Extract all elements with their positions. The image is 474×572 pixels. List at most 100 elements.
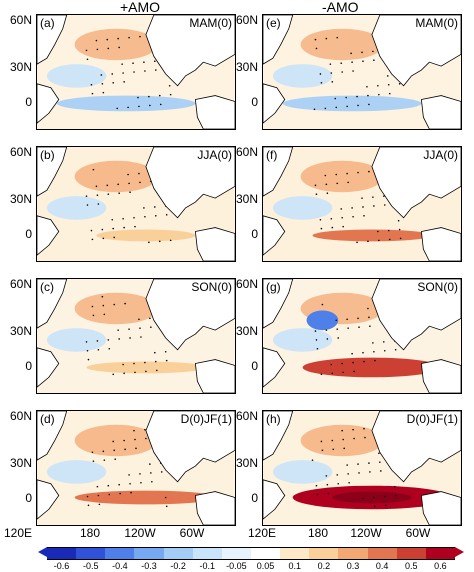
x-axis-label: 180 <box>307 526 329 540</box>
north-america-land <box>145 15 235 87</box>
y-axis-label: 0 <box>251 359 258 373</box>
x-axis-label: 180 <box>79 526 101 540</box>
y-axis-label: 60N <box>9 277 32 291</box>
north-america-land <box>145 147 235 219</box>
left-column-title: +AMO <box>120 0 161 15</box>
asia-land <box>37 279 68 329</box>
colorbar-tick-label: -0.1 <box>199 561 216 571</box>
colorbar-tick-label: -0.6 <box>53 561 70 571</box>
y-axis-label: 30N <box>235 456 258 470</box>
panel-label: (a) <box>40 16 55 30</box>
colorbar-tick-label: 0.3 <box>346 561 360 571</box>
panel-label: (h) <box>266 412 281 426</box>
south-america-land <box>194 95 235 129</box>
maritime-islands <box>263 479 286 520</box>
colorbar-swatch <box>338 547 368 560</box>
maritime-islands <box>37 479 60 520</box>
y-axis-label: 0 <box>25 359 32 373</box>
north-america-land <box>371 279 461 351</box>
colorbar-tick-label: -0.2 <box>170 561 186 571</box>
asia-land <box>37 411 68 461</box>
y-axis-label: 0 <box>251 227 258 241</box>
y-axis-label: 30N <box>9 192 32 206</box>
colorbar-tick-label: 0.2 <box>317 561 331 571</box>
colorbar-tick-label: -0.4 <box>112 561 128 571</box>
south-america-land <box>420 491 461 525</box>
x-axis-label: 120W <box>124 526 156 540</box>
y-axis-label: 30N <box>9 456 32 470</box>
y-axis-label: 0 <box>25 491 32 505</box>
panel-season: JJA(0) <box>197 148 232 162</box>
x-axis-label: 120E <box>247 526 277 540</box>
y-axis-label: 30N <box>235 60 258 74</box>
map-panel: (b) JJA(0) <box>36 146 236 262</box>
panel-label: (g) <box>266 280 281 294</box>
maritime-islands <box>263 215 286 256</box>
y-axis-label: 30N <box>9 60 32 74</box>
map-field <box>37 15 235 129</box>
y-axis-label: 30N <box>9 324 32 338</box>
colorbar-swatch <box>76 547 106 560</box>
asia-land <box>263 15 294 65</box>
north-america-land <box>371 147 461 219</box>
colorbar-tick-label: 0.1 <box>288 561 301 571</box>
panel-season: SON(0) <box>191 280 232 294</box>
panel-label: (b) <box>40 148 55 162</box>
x-axis-label: 120E <box>3 526 33 540</box>
panel-season: D(0)JF(1) <box>180 412 232 426</box>
map-field <box>263 147 461 261</box>
y-axis-label: 60N <box>235 277 258 291</box>
colorbar-swatch <box>309 547 339 560</box>
y-axis-label: 60N <box>235 13 258 27</box>
north-america-land <box>145 411 235 483</box>
map-panel: (a) MAM(0) <box>36 14 236 130</box>
map-field <box>263 15 461 129</box>
north-america-land <box>371 15 461 87</box>
asia-land <box>263 279 294 329</box>
panel-label: (e) <box>266 16 281 30</box>
y-axis-label: 30N <box>235 192 258 206</box>
colorbar-min-arrow <box>38 547 47 557</box>
colorbar-tick-label: -0.3 <box>141 561 157 571</box>
y-axis-label: 60N <box>9 13 32 27</box>
colorbar-tick-label: 0.05 <box>256 561 275 571</box>
panel-season: SON(0) <box>417 280 458 294</box>
colorbar-tick-label: 0.6 <box>434 561 447 571</box>
colorbar-tick-label: 0.4 <box>375 561 389 571</box>
colorbar-swatch <box>280 547 310 560</box>
colorbar-tick-label: -0.5 <box>82 561 99 571</box>
map-panel: (h) D(0)JF(1) <box>262 410 462 526</box>
panel-label: (c) <box>40 280 54 294</box>
map-panel: (e) MAM(0) <box>262 14 462 130</box>
map-field <box>263 279 461 393</box>
map-panel: (d) D(0)JF(1) <box>36 410 236 526</box>
x-axis-label: 60W <box>405 526 431 540</box>
south-america-land <box>194 491 235 525</box>
colorbar-tick-label: -0.05 <box>226 561 247 571</box>
x-axis-label: 120W <box>350 526 382 540</box>
y-axis-label: 30N <box>235 324 258 338</box>
panel-season: D(0)JF(1) <box>406 412 458 426</box>
colorbar <box>38 547 464 560</box>
y-axis-label: 60N <box>235 409 258 423</box>
maritime-islands <box>37 215 60 256</box>
map-field <box>263 411 461 525</box>
colorbar-swatch <box>134 547 164 560</box>
map-field <box>37 279 235 393</box>
south-america-land <box>420 359 461 393</box>
y-axis-label: 0 <box>25 95 32 109</box>
maritime-islands <box>37 83 60 124</box>
colorbar-tick-label: 0.5 <box>405 561 418 571</box>
maritime-islands <box>263 347 286 388</box>
colorbar-swatch <box>367 547 397 560</box>
y-axis-label: 60N <box>9 409 32 423</box>
y-axis-label: 0 <box>251 95 258 109</box>
map-panel: (f) JJA(0) <box>262 146 462 262</box>
asia-land <box>37 15 68 65</box>
panel-season: JJA(0) <box>423 148 458 162</box>
south-america-land <box>420 95 461 129</box>
colorbar-swatch <box>425 547 455 560</box>
colorbar-swatch <box>105 547 135 560</box>
colorbar-swatch <box>163 547 193 560</box>
colorbar-swatch <box>250 547 281 560</box>
